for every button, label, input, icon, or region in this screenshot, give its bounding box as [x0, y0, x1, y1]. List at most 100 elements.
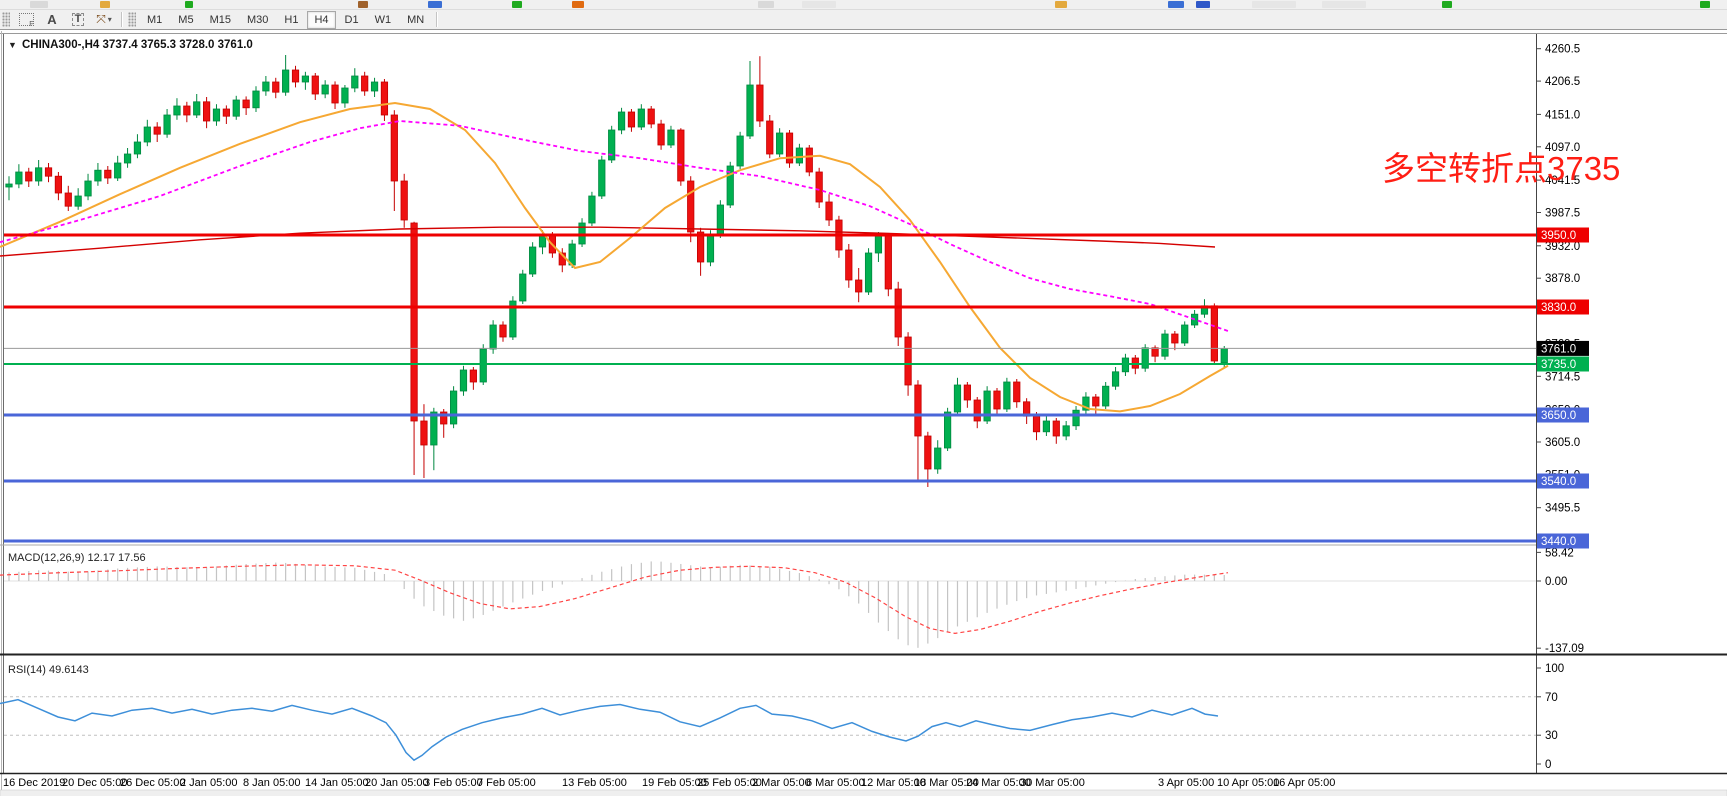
candle [449, 390, 458, 425]
ma-line-red [0, 226, 1216, 257]
chart-canvas[interactable]: 4260.5 4206.5 4151.0 4097.0 4041.5 3987.5 3932… [0, 30, 1727, 796]
chart-title: CHINA300-,H4 3737.4 3765.3 3728.0 3761.0 [22, 39, 253, 51]
toolbar-icon-fragment [100, 1, 110, 8]
candle [529, 246, 537, 275]
timeframe-button-m5[interactable]: M5 [178, 13, 194, 26]
symbol-dropdown-icon[interactable]: ▼ [8, 40, 17, 50]
candle [272, 81, 280, 93]
candle [825, 201, 833, 221]
candle [400, 180, 408, 221]
candle [390, 114, 398, 182]
timeframe-button-w1[interactable]: W1 [374, 13, 392, 26]
letter-t-icon: T [71, 13, 85, 26]
price-badge-label: 3830.0 [1541, 302, 1576, 314]
time-axis-label: 13 Feb 05:00 [562, 777, 627, 789]
timeframe-button-m15[interactable]: M15 [209, 13, 231, 26]
candle [469, 369, 477, 383]
candle [1220, 347, 1228, 364]
time-axis-label: 14 Jan 05:00 [305, 777, 369, 789]
rsi-axis-label: 70 [1545, 692, 1558, 704]
candle [380, 81, 389, 116]
candle [44, 167, 53, 177]
time-axis-label: 24 Mar 05:00 [966, 777, 1031, 789]
text-a-tool-button[interactable]: A [40, 10, 64, 29]
candle [84, 180, 92, 197]
price-axis-label: 4097.0 [1545, 142, 1580, 154]
timeframe-button-mn[interactable]: MN [407, 13, 425, 26]
rsi-line [0, 698, 1219, 762]
price-axis-label: 4151.0 [1545, 109, 1580, 121]
candle [410, 222, 418, 422]
timeframe-button-h4[interactable]: H4 [307, 10, 336, 29]
candle [736, 135, 744, 167]
toolbar-icon-fragment [428, 1, 442, 8]
candle [944, 411, 952, 449]
price-axis-label: 4041.5 [1545, 175, 1580, 187]
candle [25, 171, 33, 182]
time-axis-label: 12 Mar 05:00 [861, 777, 926, 789]
price-badge [1537, 356, 1589, 372]
candle [894, 288, 902, 338]
text-label-tool-button[interactable]: T [66, 10, 90, 29]
chart-background [0, 30, 1727, 796]
candle [1161, 333, 1169, 357]
macd-axis-label: 58.42 [1545, 547, 1574, 559]
candle [440, 411, 448, 425]
rsi-axis-label: 0 [1545, 759, 1551, 771]
candle [262, 81, 270, 92]
toolbar-separator [436, 12, 438, 27]
rsi-axis-label: 30 [1545, 730, 1558, 742]
candle [1032, 415, 1041, 433]
candle [637, 108, 645, 128]
toolbar-icon-fragment [1252, 1, 1296, 8]
timeframe-button-m30[interactable]: M30 [246, 13, 269, 26]
time-axis-label: 16 Dec 2019 [3, 777, 65, 789]
candle [370, 81, 379, 92]
timeframe-button-h1[interactable]: H1 [284, 13, 299, 26]
price-axis-label: 3878.0 [1545, 273, 1580, 285]
chart-window: 4260.5 4206.5 4151.0 4097.0 4041.5 3987.5 3932… [0, 29, 1727, 796]
macd-label: MACD(12,26,9) 12.17 17.56 [8, 552, 146, 564]
chart-annotation-text[interactable]: 多空转折点3735 [1382, 150, 1620, 187]
timeframe-button-d1[interactable]: D1 [344, 13, 359, 26]
candle [687, 180, 695, 233]
candle [420, 420, 428, 446]
toolbar-icon-fragment [358, 1, 368, 8]
macd-axis-label: 0.00 [1545, 576, 1567, 588]
time-axis-label: 25 Feb 05:00 [697, 777, 762, 789]
arrows-icon: ⤧ [96, 12, 106, 26]
price-axis-label: 3932.0 [1545, 241, 1580, 253]
candle [94, 169, 102, 182]
candle [311, 75, 319, 95]
time-axis-label: 18 Mar 05:00 [914, 777, 979, 789]
price-axis-label: 3605.0 [1545, 437, 1580, 449]
candle [1141, 347, 1149, 369]
timeframe-button-m1[interactable]: M1 [147, 13, 163, 26]
price-badge [1537, 407, 1589, 423]
candle [1042, 420, 1050, 433]
toolbar-icon-fragment [1168, 1, 1184, 8]
price-badge-label: 3950.0 [1541, 230, 1576, 242]
time-axis-label: 3 Apr 05:00 [1158, 777, 1214, 789]
price-axis-label: 4206.5 [1545, 76, 1580, 88]
toolbar-icon-fragment [1442, 1, 1452, 8]
candle [291, 69, 300, 83]
candle [795, 147, 804, 164]
toolbar-icon-fragment [802, 1, 836, 8]
dotted-grid-icon: F [18, 13, 34, 28]
candle [252, 90, 260, 109]
macd-signal-line [0, 564, 1229, 635]
candle [973, 399, 981, 422]
candle [746, 84, 754, 137]
candle [756, 84, 764, 122]
grid-tool-button[interactable]: F [14, 10, 38, 29]
candle [133, 141, 142, 155]
candle [519, 273, 527, 302]
candle [143, 126, 151, 143]
candle [864, 252, 873, 293]
time-axis-label: 7 Feb 05:00 [477, 777, 536, 789]
arrows-tool-button[interactable]: ⤧ ▾ [92, 10, 116, 29]
candle [35, 167, 43, 182]
candle [963, 384, 971, 401]
candle [242, 99, 250, 109]
